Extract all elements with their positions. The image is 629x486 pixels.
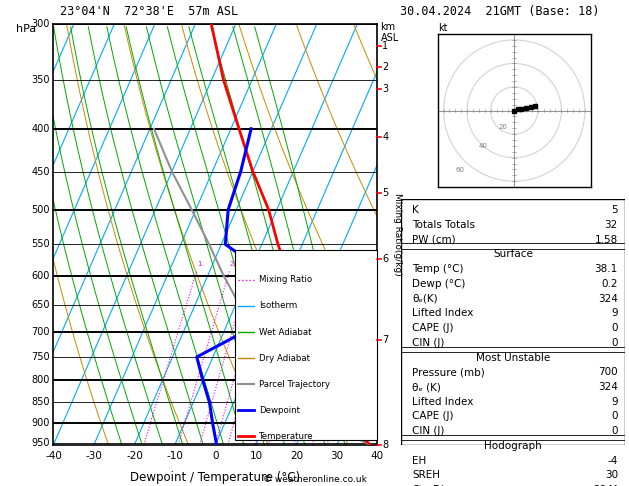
Text: 5: 5 <box>611 205 618 215</box>
Text: Dewp (°C): Dewp (°C) <box>413 279 466 289</box>
Text: 10: 10 <box>249 451 262 461</box>
Text: Dewpoint / Temperature (°C): Dewpoint / Temperature (°C) <box>130 471 301 485</box>
Text: 3: 3 <box>250 260 254 267</box>
Text: 500: 500 <box>31 205 50 215</box>
Text: 9: 9 <box>611 309 618 318</box>
Text: 9: 9 <box>611 397 618 407</box>
Text: 0.2: 0.2 <box>601 279 618 289</box>
Text: 15: 15 <box>337 260 345 267</box>
Text: 60: 60 <box>455 167 464 173</box>
Text: 20: 20 <box>354 260 363 267</box>
Text: 450: 450 <box>31 167 50 176</box>
Text: 700: 700 <box>31 327 50 337</box>
Text: 38.1: 38.1 <box>594 264 618 274</box>
Text: -40: -40 <box>45 451 62 461</box>
Text: -30: -30 <box>86 451 103 461</box>
Text: 30: 30 <box>604 470 618 480</box>
Text: CAPE (J): CAPE (J) <box>413 323 454 333</box>
Text: 1: 1 <box>382 41 389 51</box>
Text: Temperature: Temperature <box>259 432 314 441</box>
Text: Mixing Ratio: Mixing Ratio <box>259 276 312 284</box>
Text: kt: kt <box>438 23 447 33</box>
Text: 4: 4 <box>265 260 269 267</box>
Text: θₑ(K): θₑ(K) <box>413 294 438 304</box>
Text: 6: 6 <box>382 254 389 264</box>
Text: 700: 700 <box>598 367 618 377</box>
Text: 20: 20 <box>290 451 303 461</box>
Text: CIN (J): CIN (J) <box>413 426 445 436</box>
Text: 8: 8 <box>382 440 389 450</box>
Text: 300: 300 <box>31 19 50 29</box>
Text: θₑ (K): θₑ (K) <box>413 382 442 392</box>
Text: 30.04.2024  21GMT (Base: 18): 30.04.2024 21GMT (Base: 18) <box>400 5 600 18</box>
Text: hPa: hPa <box>16 24 36 35</box>
Text: Dry Adiabat: Dry Adiabat <box>259 354 310 363</box>
Text: 30: 30 <box>330 451 343 461</box>
Text: 10: 10 <box>313 260 321 267</box>
Text: Isotherm: Isotherm <box>259 301 298 311</box>
Text: SREH: SREH <box>413 470 440 480</box>
Text: 0: 0 <box>212 451 219 461</box>
Text: 324: 324 <box>598 382 618 392</box>
Text: Hodograph: Hodograph <box>484 441 542 451</box>
FancyBboxPatch shape <box>235 250 377 440</box>
Text: Temp (°C): Temp (°C) <box>413 264 464 274</box>
Text: Totals Totals: Totals Totals <box>413 220 476 230</box>
Text: Surface: Surface <box>493 249 533 260</box>
Text: 350: 350 <box>31 75 50 85</box>
Text: 4: 4 <box>382 132 389 142</box>
Text: EH: EH <box>413 456 426 466</box>
Text: 5: 5 <box>382 188 389 198</box>
Text: 324: 324 <box>598 294 618 304</box>
Text: Lifted Index: Lifted Index <box>413 397 474 407</box>
Text: StmDir: StmDir <box>413 485 448 486</box>
Text: Parcel Trajectory: Parcel Trajectory <box>259 380 330 389</box>
Text: 0: 0 <box>611 412 618 421</box>
Text: 0: 0 <box>611 426 618 436</box>
Text: Mixing Ratio(g/kg): Mixing Ratio(g/kg) <box>393 193 402 276</box>
Text: 400: 400 <box>31 124 50 134</box>
Text: 0: 0 <box>611 338 618 348</box>
Text: CIN (J): CIN (J) <box>413 338 445 348</box>
Text: 650: 650 <box>31 300 50 310</box>
Text: 7: 7 <box>382 335 389 345</box>
Text: 3: 3 <box>382 84 389 94</box>
Text: 0: 0 <box>611 323 618 333</box>
Text: 32: 32 <box>604 220 618 230</box>
Text: 20: 20 <box>499 124 508 130</box>
Text: 550: 550 <box>31 240 50 249</box>
Text: 25: 25 <box>368 260 377 267</box>
Text: Lifted Index: Lifted Index <box>413 309 474 318</box>
Text: Most Unstable: Most Unstable <box>476 352 550 363</box>
Text: -20: -20 <box>126 451 143 461</box>
Text: 2: 2 <box>230 260 234 267</box>
Text: 800: 800 <box>31 375 50 385</box>
Text: 40: 40 <box>479 143 487 149</box>
Text: 5: 5 <box>276 260 281 267</box>
FancyBboxPatch shape <box>401 199 625 445</box>
Text: 2: 2 <box>382 62 389 71</box>
Text: 950: 950 <box>31 438 50 448</box>
Text: 8: 8 <box>302 260 307 267</box>
Text: 750: 750 <box>31 352 50 362</box>
Text: -4: -4 <box>608 456 618 466</box>
Text: K: K <box>413 205 419 215</box>
Text: 1.58: 1.58 <box>594 235 618 245</box>
Text: Dewpoint: Dewpoint <box>259 406 300 415</box>
Text: 1: 1 <box>197 260 201 267</box>
Text: 850: 850 <box>31 398 50 407</box>
Text: CAPE (J): CAPE (J) <box>413 412 454 421</box>
Text: 600: 600 <box>31 271 50 281</box>
Text: © weatheronline.co.uk: © weatheronline.co.uk <box>262 474 367 484</box>
Text: 294°: 294° <box>593 485 618 486</box>
Text: Pressure (mb): Pressure (mb) <box>413 367 485 377</box>
Text: 900: 900 <box>31 418 50 428</box>
Text: 40: 40 <box>371 451 384 461</box>
Text: -10: -10 <box>167 451 184 461</box>
Text: km
ASL: km ASL <box>381 22 399 43</box>
Text: PW (cm): PW (cm) <box>413 235 456 245</box>
Text: 23°04'N  72°38'E  57m ASL: 23°04'N 72°38'E 57m ASL <box>60 5 238 18</box>
Text: Wet Adiabat: Wet Adiabat <box>259 328 311 336</box>
